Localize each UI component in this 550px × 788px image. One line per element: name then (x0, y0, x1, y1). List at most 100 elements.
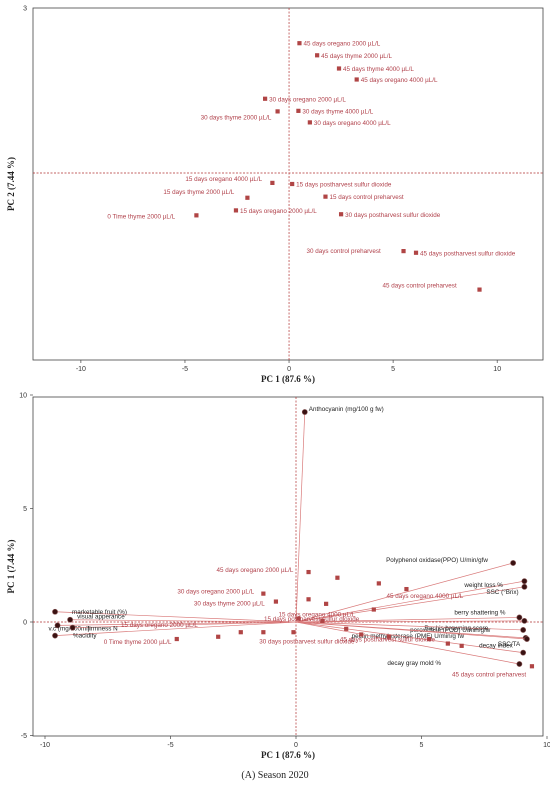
score-point-label: 30 days thyme 2000 µL/L (201, 114, 272, 121)
score-point-label: 30 days postharvest sulfur dioxide (345, 212, 441, 219)
loading-vector (55, 621, 297, 636)
biplot-panel: -10 -5 0 5 10 -5 0 5 10 PC 1 (87.6 %) PC 1 (7.44 %… (6, 393, 550, 761)
score-point (336, 66, 342, 71)
figure-caption: (A) Season 2020 (241, 770, 309, 781)
score-point-label: 30 days oregano 2000 µL/L (269, 96, 346, 103)
score-point (413, 250, 419, 255)
loading-label: firmness N (88, 626, 119, 633)
score-point-label: 15 days postharvest sulfur dioxide (296, 182, 392, 189)
x-tick-label: -10 (40, 742, 50, 749)
loading-label: %acidity (73, 633, 97, 640)
score-point-label: 0 Time thyme 2000 µL/L (107, 213, 175, 220)
score-point (290, 181, 295, 187)
score-point (477, 287, 482, 292)
x-tick-label: 10 (493, 366, 501, 373)
score-point-label: 15 days oregano 2000 µL/L (240, 208, 317, 215)
loading-point (521, 578, 528, 585)
score-point (238, 630, 243, 635)
score-point-label: 45 days oregano 2000 µL/L (217, 567, 294, 574)
score-point-label: 15 days thyme 2000 µL/L (163, 189, 234, 196)
loading-label: berry shattering % (454, 609, 505, 616)
loading-label: pectin methylesterase (PME) U/min/g fw (352, 633, 465, 640)
score-point-label: 15 days oregano 4000 µL/L (279, 612, 356, 619)
y-tick-label: -5 (21, 733, 27, 740)
y-tick-label: 0 (23, 620, 27, 627)
score-point-label: 30 days thyme 2000 µL/L (194, 601, 265, 608)
score-point (386, 634, 391, 639)
x-tick-label: -5 (167, 742, 173, 749)
score-point-label: 30 days thyme 4000 µL/L (302, 108, 373, 115)
score-point (297, 41, 302, 46)
score-point (371, 607, 376, 612)
score-point (426, 636, 432, 642)
loading-label: v.c (mg/100ml) (49, 625, 90, 632)
loading-label: SSC/TA (498, 641, 521, 648)
score-point (174, 636, 179, 642)
score-point-label: 15 days control preharvest (329, 194, 403, 201)
score-point-label: 30 days postharvest sulfur dioxide (259, 638, 355, 645)
loading-point (510, 560, 517, 566)
score-point (324, 601, 329, 606)
score-point (194, 213, 199, 218)
score-point (359, 632, 364, 637)
x-tick-label: 0 (287, 366, 291, 373)
x-tick-label: 5 (420, 742, 424, 749)
x-axis-label: PC 1 (87.6 %) (261, 750, 315, 760)
score-point (296, 108, 301, 113)
x-tick-label: 0 (294, 742, 298, 749)
y-tick-label: 3 (23, 6, 27, 13)
y-tick-label: 10 (19, 393, 27, 400)
loading-label: peroxidase (POD) U/min/gfw (410, 627, 491, 634)
loading-point (67, 616, 73, 623)
score-point (306, 597, 311, 602)
loading-vector (70, 619, 297, 623)
x-tick-label: -10 (76, 366, 86, 373)
score-point (344, 626, 349, 631)
score-point (245, 195, 250, 200)
y-axis-label: PC 2 (7.44 %) (6, 157, 16, 211)
score-point (459, 643, 464, 648)
loading-vector (295, 412, 306, 623)
y-tick-label: 5 (23, 506, 27, 513)
loading-vector (295, 580, 525, 623)
score-point (275, 109, 280, 114)
y-axis-label: PC 1 (7.44 %) (6, 540, 16, 594)
score-point (445, 641, 450, 646)
loading-vector (72, 621, 297, 629)
loading-label: weight loss % (463, 582, 503, 589)
score-point (354, 77, 359, 82)
score-point-label: 30 days oregano 4000 µL/L (314, 120, 391, 127)
pca-figure: -10 -5 0 5 10 3 PC 1 (87.6 %) PC 2 (7.44 %) 45 d… (6, 6, 550, 761)
loading-point (520, 627, 527, 633)
loading-label: Polyphenol oxidase(PPO) U/min/gfw (386, 557, 488, 564)
loading-point (54, 622, 61, 629)
score-point (404, 586, 409, 592)
score-point-label: 0 Time thyme 2000 µL/L (104, 639, 172, 646)
score-point (233, 208, 239, 213)
score-point-label: 30 days oregano 2000 µL/L (177, 589, 254, 596)
loading-point (521, 617, 528, 624)
score-point (296, 616, 301, 621)
loading-point (521, 583, 528, 590)
loading-point (520, 649, 527, 656)
score-point-label: 45 days thyme 4000 µL/L (343, 66, 414, 73)
score-point (307, 120, 312, 125)
loading-label: visual apperance (77, 614, 125, 621)
loading-vector (295, 621, 520, 665)
loading-label: Rachis browning score (424, 625, 488, 632)
score-point (335, 575, 340, 580)
score-point (263, 96, 268, 101)
score-point-label: 45 days control preharvest (383, 283, 457, 290)
loading-vector (55, 611, 297, 623)
score-point-label: 15 days postharvest sulfur dioxide (264, 616, 360, 623)
loading-label: marketable fruit (%) (72, 609, 127, 616)
loading-point (516, 614, 523, 621)
loading-vector (295, 562, 514, 623)
loading-vector (295, 621, 527, 640)
score-point (401, 249, 406, 254)
score-point (273, 599, 279, 604)
loading-vector (295, 620, 525, 623)
loading-vector (295, 621, 524, 653)
loading-vector (295, 621, 524, 631)
loading-label: decay gray mold % (387, 660, 441, 667)
